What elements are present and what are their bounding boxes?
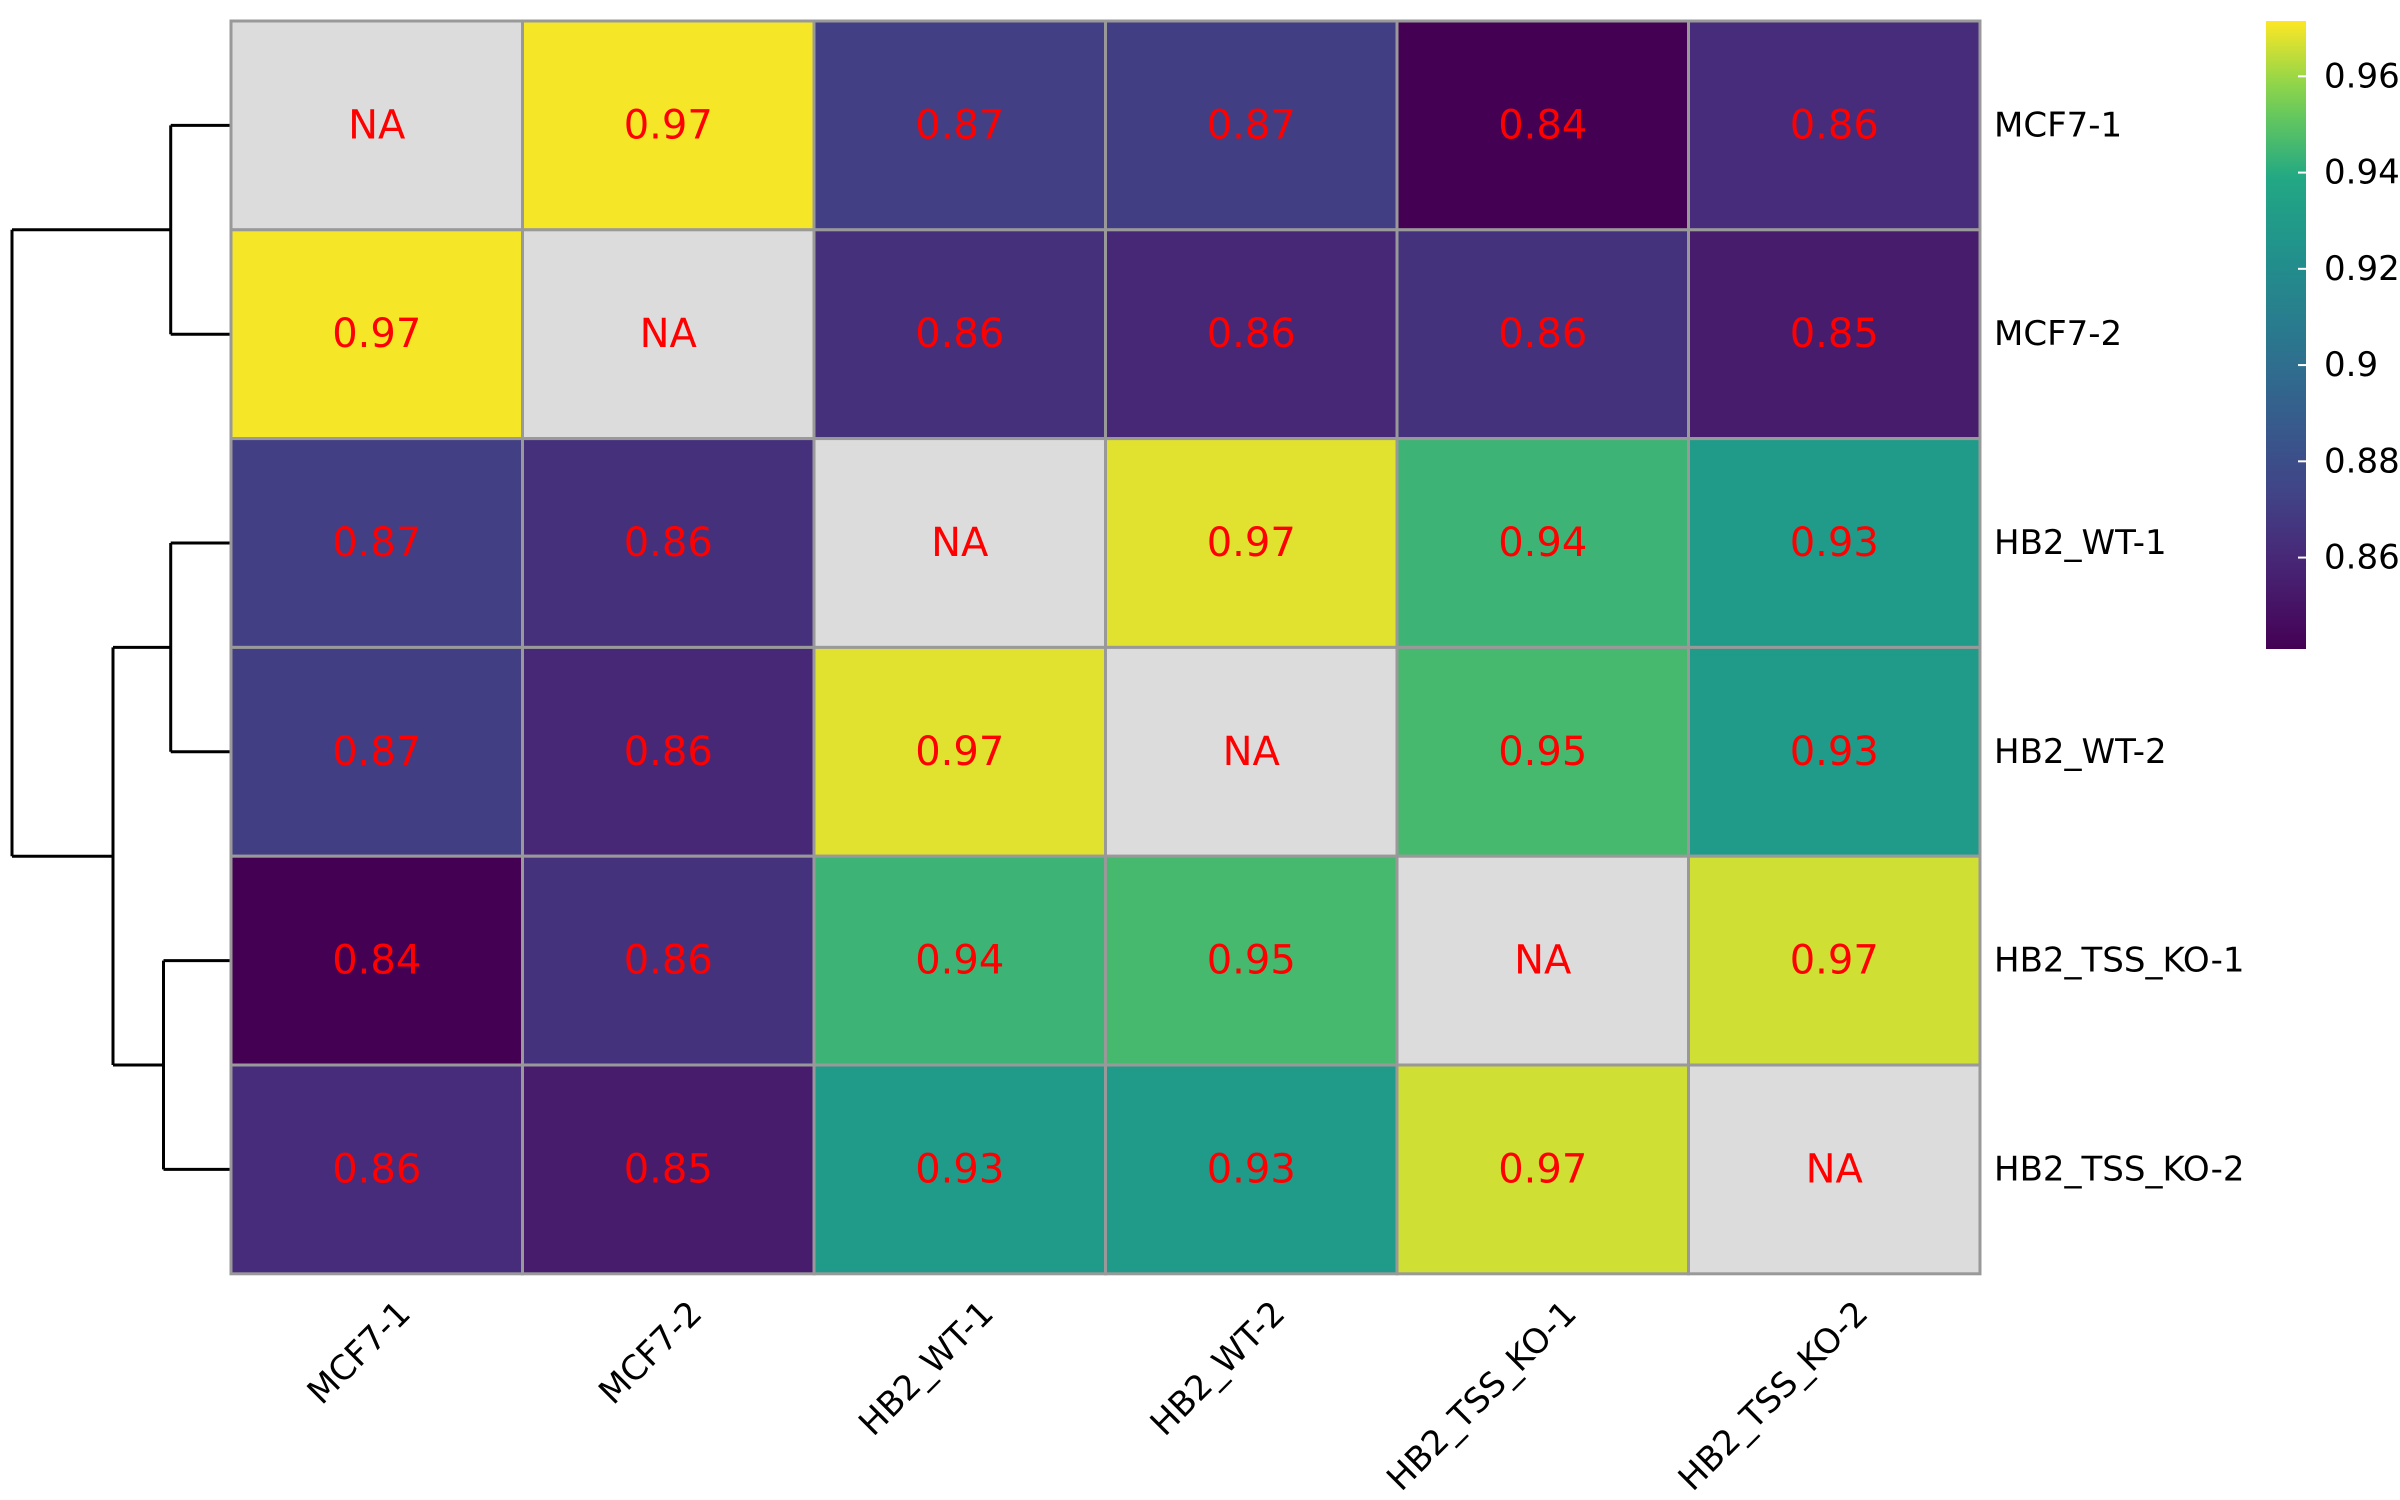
row-label: HB2_TSS_KO-1 <box>1994 941 2245 981</box>
heatmap-cell <box>812 854 1107 1067</box>
column-label: HB2_TSS_KO-1 <box>1379 1293 1584 1498</box>
row-dendrogram <box>10 123 231 1171</box>
cell-value-label: 0.87 <box>332 520 421 566</box>
cell-value-label: 0.86 <box>1207 311 1296 357</box>
heatmap-cell <box>1687 228 1982 441</box>
cell-value-label: NA <box>931 520 989 566</box>
heatmap-cell <box>521 645 816 858</box>
column-label: MCF7-1 <box>300 1293 419 1412</box>
colorbar-tick-label: 0.9 <box>2324 345 2378 385</box>
heatmap-cell <box>1687 854 1982 1067</box>
cell-value-label: 0.93 <box>1207 1146 1296 1192</box>
heatmap-cell <box>229 437 524 649</box>
heatmap-cell <box>812 228 1107 441</box>
column-label: HB2_TSS_KO-2 <box>1671 1293 1876 1498</box>
cell-value-label: 0.87 <box>332 729 421 775</box>
cell-value-label: 0.97 <box>332 311 421 357</box>
cell-value-label: 0.95 <box>1207 938 1296 984</box>
cell-value-label: NA <box>640 311 698 357</box>
cell-value-label: 0.97 <box>1207 520 1296 566</box>
colorbar-tick-label: 0.92 <box>2324 249 2400 289</box>
heatmap-cell <box>1104 228 1399 441</box>
heatmap-cell <box>521 437 816 649</box>
cell-value-label: 0.87 <box>1207 102 1296 148</box>
heatmap-cell <box>229 645 524 858</box>
cell-value-label: 0.87 <box>915 102 1004 148</box>
column-label: HB2_WT-2 <box>1143 1293 1293 1443</box>
heatmap-cell <box>521 228 816 441</box>
cell-value-label: 0.86 <box>915 311 1004 357</box>
cell-value-label: 0.94 <box>1498 520 1587 566</box>
heatmap-cells: NA 0.97 0.87 0.87 0.84 0.86 0.97 NA 0.86 0.86 0.86… <box>229 19 1982 1276</box>
cell-value-label: 0.86 <box>332 1146 421 1192</box>
cell-value-label: 0.97 <box>1498 1146 1587 1192</box>
cell-value-label: 0.97 <box>1790 938 1879 984</box>
heatmap-cell <box>812 645 1107 858</box>
heatmap-cell <box>229 19 524 232</box>
colorbar-tick-label: 0.94 <box>2324 153 2400 193</box>
heatmap-cell <box>1395 1063 1690 1276</box>
cell-value-label: 0.86 <box>1790 102 1879 148</box>
cell-value-label: 0.97 <box>624 102 713 148</box>
heatmap-cell <box>1104 854 1399 1067</box>
cell-value-label: 0.97 <box>915 729 1004 775</box>
cell-value-label: 0.86 <box>624 729 713 775</box>
cell-value-label: 0.86 <box>624 938 713 984</box>
row-labels: MCF7-1 MCF7-2 HB2_WT-1 HB2_WT-2 HB2_TSS_KO-1… <box>1994 105 2245 1189</box>
heatmap-cell <box>1687 645 1982 858</box>
cell-value-label: NA <box>1806 1146 1864 1192</box>
colorbar-tick-label: 0.96 <box>2324 56 2400 96</box>
column-label: HB2_WT-1 <box>851 1293 1001 1443</box>
column-label: MCF7-2 <box>591 1293 710 1412</box>
cell-value-label: 0.93 <box>915 1146 1004 1192</box>
colorbar-gradient <box>2266 21 2306 649</box>
cell-value-label: 0.85 <box>1790 311 1879 357</box>
colorbar-tick-label: 0.86 <box>2324 538 2400 578</box>
cell-value-label: 0.86 <box>1498 311 1587 357</box>
cell-value-label: NA <box>348 102 406 148</box>
heatmap-cell <box>1395 437 1690 649</box>
cell-value-label: 0.85 <box>624 1146 713 1192</box>
cell-value-label: NA <box>1514 938 1572 984</box>
row-label: MCF7-1 <box>1994 105 2122 145</box>
row-label: HB2_WT-2 <box>1994 732 2167 772</box>
heatmap-cell <box>1395 228 1690 441</box>
heatmap-cell <box>1687 437 1982 649</box>
column-labels: MCF7-1 MCF7-2 HB2_WT-1 HB2_WT-2 HB2_TSS_KO-1… <box>300 1293 1876 1498</box>
cell-value-label: 0.94 <box>915 938 1004 984</box>
heatmap-cell <box>812 1063 1107 1276</box>
cell-value-label: NA <box>1223 729 1281 775</box>
row-label: HB2_WT-1 <box>1994 523 2167 563</box>
cell-value-label: 0.84 <box>332 938 421 984</box>
heatmap-cell <box>1395 645 1690 858</box>
heatmap-cell <box>1104 19 1399 232</box>
cell-value-label: 0.93 <box>1790 729 1879 775</box>
cell-value-label: 0.84 <box>1498 102 1587 148</box>
colorbar: 0.86 0.88 0.9 0.92 0.94 0.96 <box>2266 21 2400 649</box>
heatmap-cell <box>229 228 524 441</box>
row-label: HB2_TSS_KO-2 <box>1994 1149 2245 1189</box>
cell-value-label: 0.93 <box>1790 520 1879 566</box>
cell-value-label: 0.86 <box>624 520 713 566</box>
heatmap-cell <box>1687 1063 1982 1276</box>
heatmap-cell <box>521 1063 816 1276</box>
row-label: MCF7-2 <box>1994 314 2122 354</box>
heatmap-cell <box>812 437 1107 649</box>
colorbar-tick-label: 0.88 <box>2324 441 2400 481</box>
cell-value-label: 0.95 <box>1498 729 1587 775</box>
heatmap-cell <box>812 19 1107 232</box>
